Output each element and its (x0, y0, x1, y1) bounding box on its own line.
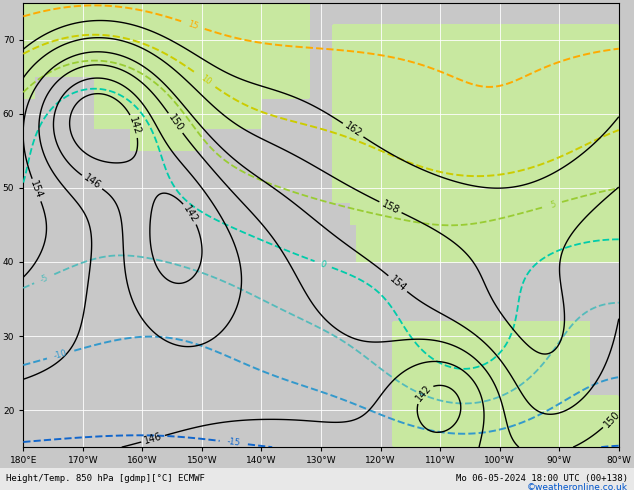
Text: 150: 150 (602, 409, 622, 429)
Text: Mo 06-05-2024 18:00 UTC (00+138): Mo 06-05-2024 18:00 UTC (00+138) (456, 474, 628, 484)
Text: 0: 0 (319, 259, 327, 270)
Text: 146: 146 (143, 431, 164, 446)
Text: -5: -5 (39, 273, 50, 285)
Text: 154: 154 (29, 180, 44, 200)
Text: 142: 142 (127, 116, 142, 136)
Text: 142: 142 (413, 383, 433, 403)
Text: 158: 158 (380, 198, 401, 216)
Text: 146: 146 (82, 173, 102, 192)
Text: Height/Temp. 850 hPa [gdmp][°C] ECMWF: Height/Temp. 850 hPa [gdmp][°C] ECMWF (6, 474, 205, 484)
Text: 15: 15 (186, 19, 199, 31)
Text: -15: -15 (226, 437, 241, 448)
Text: 5: 5 (549, 199, 557, 210)
Text: 150: 150 (166, 113, 185, 134)
Text: 10: 10 (198, 73, 212, 87)
Text: 162: 162 (342, 121, 363, 140)
Text: 154: 154 (387, 274, 408, 294)
Text: -10: -10 (53, 348, 68, 361)
Text: ©weatheronline.co.uk: ©weatheronline.co.uk (527, 484, 628, 490)
Text: 142: 142 (181, 203, 200, 224)
